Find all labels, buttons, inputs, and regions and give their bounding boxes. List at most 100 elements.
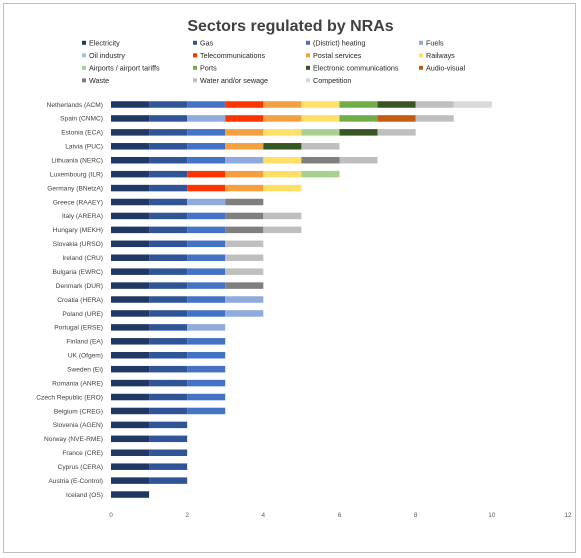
legend-label-water-and-or-sewage: Water and/or sewage xyxy=(200,76,268,85)
bar-segment-water-and-or-sewage xyxy=(301,143,340,150)
bar-segment-postal-services xyxy=(263,115,302,122)
bar-segment-electricity xyxy=(111,477,150,484)
bar-segment-gas xyxy=(149,156,188,164)
bar-segment-gas xyxy=(149,282,188,289)
category-label: Netherlands (ACM) xyxy=(47,102,103,109)
bar-segment-district-heating xyxy=(187,393,226,401)
category-label: Slovakia (URSO) xyxy=(53,241,103,248)
legend-swatch-waste xyxy=(82,78,86,83)
x-tick-label: 12 xyxy=(564,512,572,519)
category-label: Portugal (ERSE) xyxy=(54,325,103,332)
y-axis: Netherlands (ACM) Spain (CNMC) Estonia (EC… xyxy=(36,102,103,499)
category-label: Finland (EA) xyxy=(66,339,103,346)
bar-segment-ports xyxy=(339,101,378,108)
bar-segment-district-heating xyxy=(187,365,226,373)
bar-segment-waste xyxy=(225,198,264,206)
bar-segment-railways xyxy=(301,101,340,108)
bar-segment-competition xyxy=(453,101,492,108)
legend-swatch-district-heating xyxy=(306,40,310,45)
bar-segment-electricity xyxy=(111,170,150,178)
bar-segment-gas xyxy=(149,449,188,456)
legend-label-district-heating: (District) heating xyxy=(313,39,365,48)
bar-segment-electricity xyxy=(111,268,150,275)
bar-segment-railways xyxy=(301,115,340,122)
legend-label-oil-industry: Oil industry xyxy=(89,51,125,60)
bar-segment-electricity xyxy=(111,393,150,401)
bar-segment-water-and-or-sewage xyxy=(263,212,302,220)
legend-swatch-electronic-communications xyxy=(306,65,310,70)
legend-label-audio-visual: Audio-visual xyxy=(426,64,466,73)
bar-segment-district-heating xyxy=(187,379,226,387)
category-label: Spain (CNMC) xyxy=(60,116,103,123)
bar-segment-gas xyxy=(149,198,188,206)
bar-segment-electricity xyxy=(111,129,150,136)
bar-segment-district-heating xyxy=(187,226,226,234)
bar-segment-electricity xyxy=(111,338,150,345)
bar-segment-gas xyxy=(149,421,188,429)
category-label: Latvia (PUC) xyxy=(65,144,103,151)
legend-label-waste: Waste xyxy=(89,76,109,85)
bar-segment-electricity xyxy=(111,449,150,456)
x-axis: 0 2 4 6 8 10 12 xyxy=(109,512,572,519)
legend-swatch-electricity xyxy=(82,40,86,45)
legend-label-airports-airport-tariffs: Airports / airport tariffs xyxy=(89,64,160,73)
legend-swatch-audio-visual xyxy=(419,65,423,70)
bar-segment-gas xyxy=(149,268,188,275)
bar-segment-district-heating xyxy=(187,156,226,164)
bar-segment-gas xyxy=(149,338,188,345)
x-tick-label: 4 xyxy=(262,512,266,519)
category-label: Italy (ARERA) xyxy=(62,213,103,220)
bar-segment-waste xyxy=(225,212,264,220)
legend-label-gas: Gas xyxy=(200,39,214,48)
legend-swatch-competition xyxy=(306,78,310,83)
bar-segment-water-and-or-sewage xyxy=(415,101,454,108)
legend-swatch-railways xyxy=(419,53,423,58)
legend-label-electricity: Electricity xyxy=(89,39,120,48)
bar-segment-telecommunications xyxy=(187,184,226,192)
bar-segment-gas xyxy=(149,351,188,359)
bar-segment-district-heating xyxy=(187,212,226,220)
bar-segment-electronic-communications xyxy=(339,129,378,136)
bar-segment-gas xyxy=(149,212,188,220)
bar-segment-water-and-or-sewage xyxy=(263,226,302,234)
bar-segment-water-and-or-sewage xyxy=(339,156,378,164)
category-label: Iceland (OS) xyxy=(66,492,103,499)
category-label: Luxembourg (ILR) xyxy=(50,171,103,178)
bar-segment-waste xyxy=(225,282,264,289)
bar-segment-fuels xyxy=(225,310,264,317)
bar-segment-electricity xyxy=(111,101,150,108)
bar-segment-district-heating xyxy=(187,101,226,108)
category-label: Cyprus (CERA) xyxy=(58,464,103,471)
legend-swatch-water-and-or-sewage xyxy=(193,78,197,83)
bar-segment-district-heating xyxy=(187,143,226,150)
bar-segment-water-and-or-sewage xyxy=(225,268,264,275)
bar-segment-gas xyxy=(149,101,188,108)
chart-frame: Sectors regulated by NRAs xyxy=(3,3,576,553)
bar-segment-district-heating xyxy=(187,268,226,275)
bar-segment-electricity xyxy=(111,212,150,220)
legend-label-competition: Competition xyxy=(313,76,351,85)
bar-segment-airports-airport-tariffs xyxy=(301,170,340,178)
category-label: Lithuania (NERC) xyxy=(51,158,103,165)
category-label: Ireland (CRU) xyxy=(62,255,103,262)
category-label: Hungary (MEKH) xyxy=(53,227,103,234)
category-label: France (CRE) xyxy=(62,450,103,457)
category-label: Poland (URE) xyxy=(62,311,103,318)
bar-segment-electricity xyxy=(111,435,150,443)
bar-segment-electricity xyxy=(111,226,150,234)
legend-swatch-fuels xyxy=(419,40,423,45)
bar-segment-electricity xyxy=(111,143,150,150)
bar-segment-gas xyxy=(149,240,188,248)
bar-segment-water-and-or-sewage xyxy=(415,115,454,122)
bar-segment-district-heating xyxy=(187,310,226,317)
bar-segment-gas xyxy=(149,115,188,122)
legend-swatch-airports-airport-tariffs xyxy=(82,65,86,70)
chart-title: Sectors regulated by NRAs xyxy=(187,18,394,35)
bar-segment-water-and-or-sewage xyxy=(225,240,264,248)
bar-segment-electricity xyxy=(111,491,150,498)
legend-label-railways: Railways xyxy=(426,51,455,60)
category-label: Belgium (CREG) xyxy=(54,408,103,415)
bar-segment-postal-services xyxy=(225,143,264,150)
bar-segment-electricity xyxy=(111,379,150,387)
bar-segment-electronic-communications xyxy=(377,101,416,108)
